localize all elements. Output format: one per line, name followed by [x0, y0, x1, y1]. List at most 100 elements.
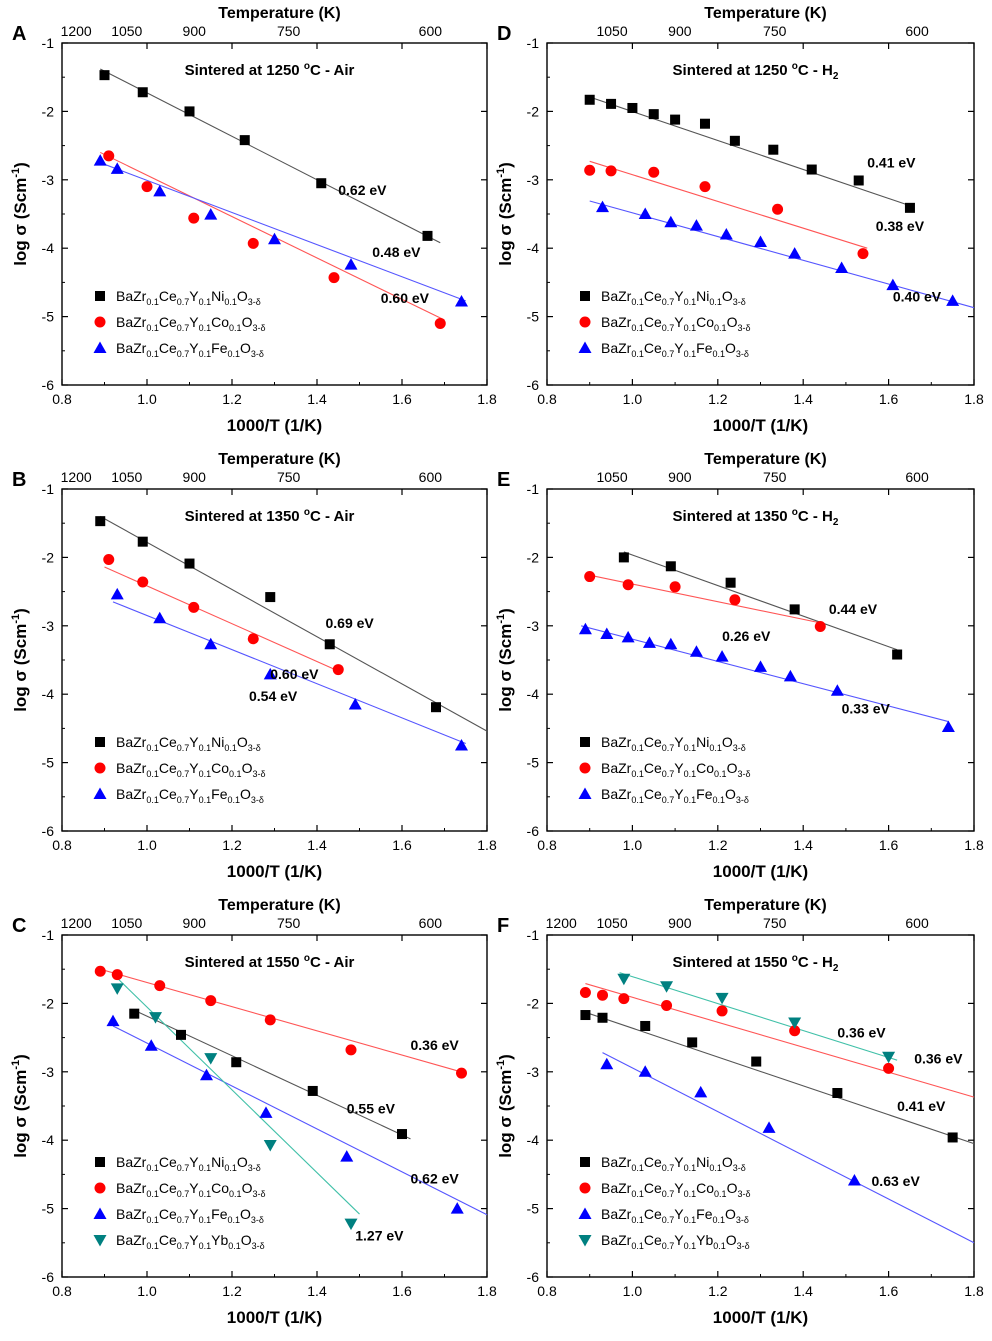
data-point-fe: [200, 1068, 213, 1081]
formula-subscript: 0.7: [662, 1163, 675, 1173]
data-point-fe: [664, 637, 678, 650]
formula-element: Co: [211, 1180, 229, 1196]
formula-element: Co: [696, 760, 714, 776]
formula-subscript: 3-δ: [736, 795, 749, 805]
fit-line-ni: [134, 1009, 411, 1140]
data-point-fe: [93, 154, 107, 166]
formula-element: Ce: [159, 288, 177, 304]
data-point-ni: [806, 164, 817, 175]
panel-letter: F: [497, 915, 509, 937]
formula-element: Ce: [644, 786, 662, 802]
fit-line-fe: [602, 1052, 975, 1244]
formula-subscript: 0.1: [229, 323, 242, 333]
data-point-co: [669, 581, 681, 593]
formula-subscript: 0.1: [146, 1215, 159, 1225]
data-point-co: [661, 999, 673, 1011]
legend-label-co: BaZr0.1Ce0.7Y0.1Co0.1O3-δ: [116, 314, 265, 333]
data-point-ni: [129, 1008, 140, 1019]
formula-element: Ba: [116, 760, 133, 776]
data-point-ni: [648, 109, 659, 120]
x-tick-label: 1.8: [964, 1283, 984, 1299]
y-axis-label-sup: -1: [495, 614, 507, 624]
formula-element: Zr: [618, 760, 632, 776]
fit-line-yb: [619, 972, 898, 1061]
top-axis-label: Temperature (K): [704, 897, 826, 914]
y-tick-label: -5: [42, 309, 55, 325]
formula-element: Ba: [116, 734, 133, 750]
x-tick-label: 1.8: [477, 837, 497, 853]
top-tick-label: 1050: [596, 23, 627, 39]
formula-element: Zr: [133, 1206, 147, 1222]
data-point-fe: [578, 622, 592, 635]
formula-element: Ni: [696, 1154, 709, 1170]
data-point-yb: [110, 983, 124, 995]
formula-subscript: 0.1: [709, 297, 722, 307]
data-point-ni: [137, 536, 148, 547]
formula-element: O: [240, 1206, 251, 1222]
formula-subscript: 0.1: [199, 743, 212, 753]
data-point-fe: [153, 184, 167, 197]
formula-subscript: 3-δ: [736, 1215, 749, 1225]
formula-subscript: 0.1: [631, 743, 644, 753]
data-point-ni: [316, 178, 327, 189]
formula-subscript: 3-δ: [252, 1241, 265, 1251]
legend-marker-ni: [580, 291, 590, 301]
data-point-co: [141, 181, 153, 193]
formula-element: O: [237, 1154, 248, 1170]
data-point-ni: [239, 135, 250, 146]
formula-subscript: 3-δ: [733, 743, 746, 753]
y-axis-label-sup: -1: [10, 614, 22, 624]
data-point-ni: [725, 577, 736, 588]
formula-subscript: 0.1: [631, 1215, 644, 1225]
x-tick-label: 1.6: [392, 837, 412, 853]
formula-subscript: 0.1: [684, 349, 697, 359]
activation-energy-label: 0.60 eV: [270, 666, 319, 682]
formula-element: Y: [189, 1180, 199, 1196]
data-point-fe: [455, 295, 468, 307]
data-point-ni: [231, 1057, 242, 1068]
y-tick-label: -4: [42, 1132, 55, 1148]
data-point-co: [597, 989, 609, 1001]
legend-marker-fe: [93, 787, 107, 799]
top-tick-label: 750: [763, 915, 787, 931]
data-point-ni: [422, 230, 433, 241]
data-point-fe: [689, 645, 703, 657]
x-tick-label: 1.4: [307, 391, 327, 407]
data-point-fe: [715, 650, 729, 662]
formula-subscript: 0.1: [146, 1241, 159, 1251]
data-point-fe: [847, 1174, 861, 1186]
formula-subscript: 3-δ: [251, 795, 264, 805]
activation-energy-label: 0.38 eV: [876, 218, 925, 234]
legend-marker-fe: [578, 787, 592, 799]
formula-element: Ce: [644, 1154, 662, 1170]
formula-subscript: 0.1: [712, 1215, 725, 1225]
data-point-yb: [204, 1053, 218, 1065]
legend-marker-fe: [93, 1207, 107, 1219]
activation-energy-label: 0.36 eV: [411, 1037, 460, 1053]
formula-element: Co: [211, 314, 229, 330]
fit-line-fe: [100, 162, 466, 302]
data-point-co: [137, 576, 149, 588]
activation-energy-label: 0.62 eV: [338, 182, 387, 198]
formula-element: Zr: [618, 786, 632, 802]
formula-subscript: 3-δ: [252, 769, 265, 779]
formula-subscript: 0.1: [199, 1241, 212, 1251]
y-tick-label: -2: [527, 995, 540, 1011]
formula-element: Ba: [116, 1180, 133, 1196]
chart-title-degree: o: [792, 507, 798, 518]
formula-element: Ba: [116, 314, 133, 330]
formula-element: Yb: [211, 1232, 228, 1248]
data-point-ni: [324, 639, 335, 650]
formula-element: O: [727, 760, 738, 776]
data-point-fe: [642, 636, 656, 648]
top-tick-label: 900: [668, 469, 692, 485]
legend-marker-ni: [580, 737, 590, 747]
y-tick-label: -2: [42, 995, 55, 1011]
data-point-ni: [137, 87, 148, 98]
chart-title-rest: C - Air: [310, 954, 355, 971]
data-point-ni: [627, 102, 638, 113]
legend-label-co: BaZr0.1Ce0.7Y0.1Co0.1O3-δ: [116, 1180, 265, 1199]
legend-marker-ni: [95, 291, 105, 301]
y-tick-label: -5: [42, 1201, 55, 1217]
formula-subscript: 0.1: [684, 1215, 697, 1225]
